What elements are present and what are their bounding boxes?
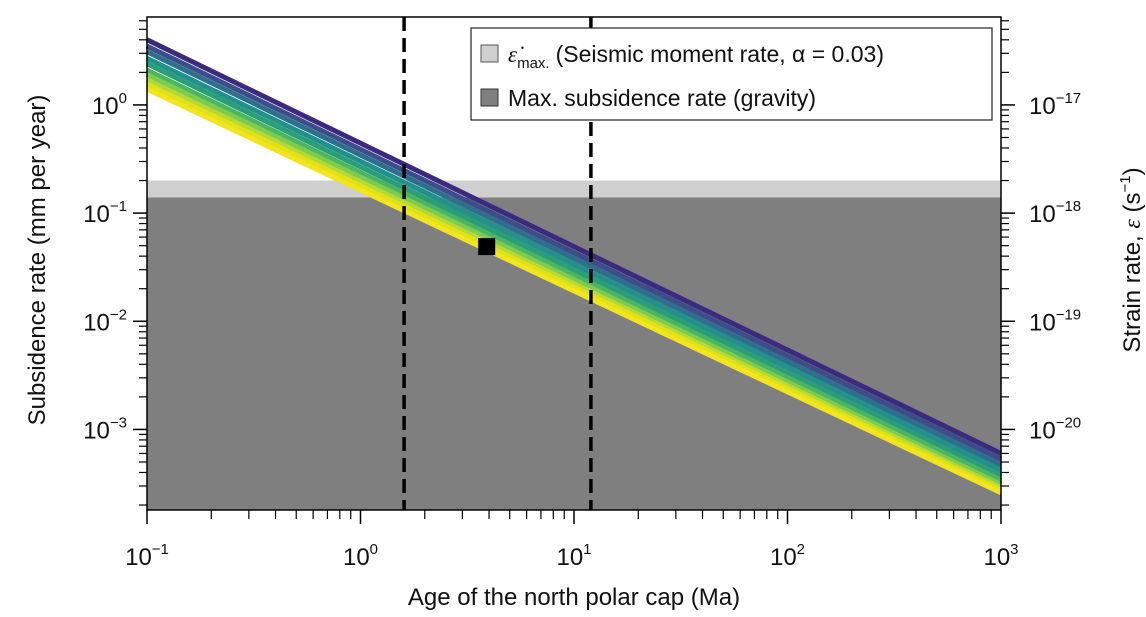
- data-marker-square-0: [478, 238, 496, 256]
- y2-tick-label-3-base: 10: [1029, 417, 1056, 444]
- marker-layer: [478, 238, 496, 256]
- legend: ε̇max. (Seismic moment rate, α = 0.03) Ma…: [470, 27, 993, 121]
- y-tick-label-3: 10−3: [83, 414, 127, 444]
- legend-swatch-seismic: [480, 44, 499, 63]
- series-line-3: [145, 56, 1003, 473]
- y2-tick-label-0-base: 10: [1029, 93, 1056, 120]
- x-tick-label-4: 103: [983, 541, 1018, 571]
- y-tick-label-1-exponent: −1: [110, 198, 127, 215]
- x-tick-label-3-exponent: 2: [797, 541, 805, 558]
- y2-tick-label-0-exponent: −17: [1056, 90, 1081, 107]
- y2-tick-label-0: 10−17: [1029, 90, 1081, 120]
- x-tick-label-3-base: 10: [770, 544, 797, 571]
- y2-tick-label-1-base: 10: [1029, 201, 1056, 228]
- x-tick-label-0-exponent: −1: [152, 541, 169, 558]
- y2-tick-label-3: 10−20: [1029, 414, 1081, 444]
- y-axis-title: Subsidence rate (mm per year): [24, 95, 51, 426]
- series-line-9: [145, 86, 1003, 495]
- series-line-8: [145, 82, 1003, 493]
- y-tick-label-3-exponent: −3: [110, 414, 127, 431]
- tick-layer: 10−1 100 101 102 10310010−110−210−310−1710−1…: [83, 20, 1081, 571]
- series-layer: [145, 37, 1003, 495]
- reference-line-layer: [402, 17, 593, 510]
- legend-entry-gravity: Max. subsidence rate (gravity): [508, 85, 816, 111]
- x-axis-title: Age of the north polar cap (Ma): [408, 584, 740, 611]
- y2-axis-unit-exponent: −1: [1117, 175, 1134, 192]
- series-line-0: [145, 37, 1003, 456]
- series-line-4: [145, 61, 1003, 479]
- y2-axis-title: Strain rate, ε (s−1): [1117, 167, 1146, 352]
- y2-axis-epsilon: ε: [1120, 219, 1146, 229]
- series-line-5: [145, 67, 1003, 483]
- y-tick-label-1: 10−1: [83, 198, 127, 228]
- x-tick-label-3: 102: [770, 541, 805, 571]
- band-layer: [147, 180, 1001, 511]
- series-line-2: [145, 49, 1003, 468]
- y-tick-label-0-exponent: 0: [119, 90, 127, 107]
- y2-tick-label-1-exponent: −18: [1056, 198, 1081, 215]
- y-tick-label-0-base: 10: [92, 93, 119, 120]
- legend-box: [470, 27, 993, 121]
- x-tick-label-1: 100: [343, 541, 378, 571]
- y2-axis-title-text: Strain rate,: [1119, 229, 1146, 353]
- x-tick-label-4-base: 10: [983, 544, 1010, 571]
- y2-axis-unit-close: ): [1119, 167, 1146, 175]
- series-line-6: [145, 72, 1003, 487]
- legend-swatch-gravity: [480, 88, 499, 107]
- y-tick-label-2-exponent: −2: [110, 306, 127, 323]
- x-tick-label-2: 101: [556, 541, 591, 571]
- series-line-1: [145, 43, 1003, 462]
- y-tick-label-1-base: 10: [83, 201, 110, 228]
- x-tick-label-0-base: 10: [125, 544, 152, 571]
- x-tick-label-1-base: 10: [343, 544, 370, 571]
- x-tick-label-2-base: 10: [556, 544, 583, 571]
- x-tick-label-1-exponent: 0: [370, 541, 378, 558]
- y2-tick-label-2: 10−19: [1029, 306, 1081, 336]
- y-tick-label-2-base: 10: [83, 309, 110, 336]
- y2-tick-label-2-exponent: −19: [1056, 306, 1081, 323]
- band-0: [147, 197, 1001, 511]
- legend-seismic-label: (Seismic moment rate, α = 0.03): [556, 41, 884, 67]
- y-tick-label-0: 100: [92, 90, 127, 120]
- x-tick-label-0: 10−1: [125, 541, 169, 571]
- y-tick-label-3-base: 10: [83, 417, 110, 444]
- y2-tick-label-3-exponent: −20: [1056, 414, 1081, 431]
- y2-tick-label-1: 10−18: [1029, 198, 1081, 228]
- series-line-7: [145, 77, 1003, 490]
- legend-epsilon-subscript: max.: [517, 55, 550, 72]
- y2-tick-label-2-base: 10: [1029, 309, 1056, 336]
- legend-entry-seismic: ε̇max. (Seismic moment rate, α = 0.03): [508, 41, 884, 72]
- y2-axis-unit: (s: [1119, 192, 1146, 219]
- y-tick-label-2: 10−2: [83, 306, 127, 336]
- x-tick-label-2-exponent: 1: [583, 541, 591, 558]
- band-1: [147, 180, 1001, 198]
- x-tick-label-4-exponent: 3: [1010, 541, 1018, 558]
